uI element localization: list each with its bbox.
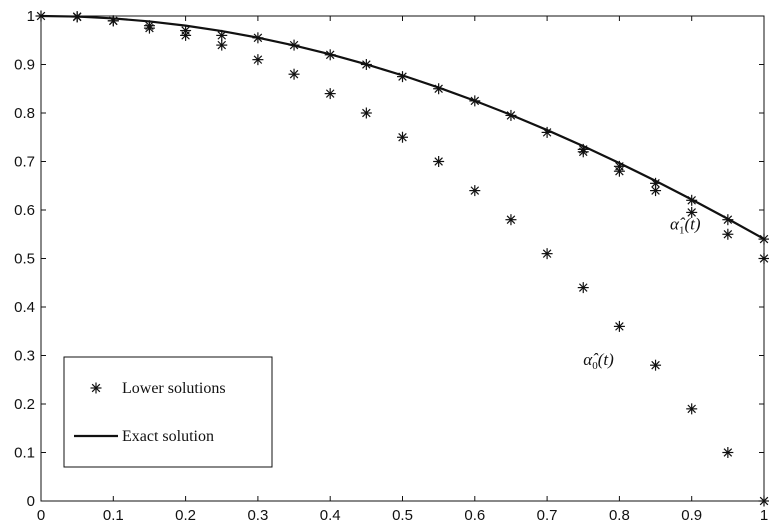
x-tick-label: 0.3 xyxy=(247,507,268,524)
data-point xyxy=(252,54,264,66)
data-point xyxy=(324,88,336,100)
data-point xyxy=(216,29,228,41)
legend-label: Lower solutions xyxy=(122,380,226,397)
series-0 xyxy=(40,14,765,240)
x-tick-label: 0.6 xyxy=(464,507,485,524)
series-3 xyxy=(577,146,769,264)
exact-solution-line xyxy=(40,14,765,240)
data-point xyxy=(288,39,300,51)
data-point xyxy=(577,282,589,294)
y-tick-label: 0.5 xyxy=(14,251,35,268)
x-tick-label: 0.1 xyxy=(103,507,124,524)
data-point xyxy=(541,248,553,260)
data-point xyxy=(397,131,408,143)
series-2 xyxy=(35,10,769,507)
annotation-label: α̂0(t) xyxy=(583,350,614,372)
x-axis-ticks: 0 0.1 0.2 0.3 0.4 0.5 0.6 0.7 0.8 0.9 1 xyxy=(37,16,768,524)
legend-box xyxy=(63,356,273,468)
x-tick-label: 0.2 xyxy=(175,507,196,524)
y-tick-label: 0.1 xyxy=(14,445,35,462)
data-point xyxy=(433,156,445,167)
series-layer xyxy=(35,10,769,507)
data-point xyxy=(650,359,662,371)
data-point xyxy=(360,59,372,70)
y-tick-label: 0.7 xyxy=(14,154,35,171)
data-point xyxy=(35,10,47,22)
y-tick-label: 0.6 xyxy=(14,202,35,219)
data-point xyxy=(180,29,192,41)
data-point xyxy=(324,49,336,61)
data-point xyxy=(360,107,372,119)
x-tick-label: 0.7 xyxy=(537,507,558,524)
data-point xyxy=(650,185,662,197)
legend-marker-asterisk xyxy=(90,382,102,394)
data-point xyxy=(722,228,734,240)
data-point xyxy=(758,495,769,507)
data-point xyxy=(107,15,119,27)
legend-label: Exact solution xyxy=(122,428,214,445)
data-point xyxy=(758,233,769,245)
y-tick-label: 0.2 xyxy=(14,396,35,413)
data-point xyxy=(505,109,517,121)
legend: Lower solutions Exact solution xyxy=(63,356,273,468)
x-tick-label: 1 xyxy=(760,507,768,524)
data-point xyxy=(686,403,698,415)
data-point xyxy=(577,146,589,158)
data-point xyxy=(505,214,517,226)
data-point xyxy=(722,447,734,458)
data-point xyxy=(686,206,698,218)
x-tick-label: 0 xyxy=(37,507,45,524)
data-point xyxy=(613,320,625,332)
y-tick-label: 0.4 xyxy=(14,299,35,316)
data-point xyxy=(71,11,83,23)
data-point xyxy=(143,22,155,34)
y-tick-label: 1 xyxy=(27,8,35,25)
y-tick-label: 0.9 xyxy=(14,57,35,74)
data-point xyxy=(397,71,408,83)
x-tick-label: 0.5 xyxy=(392,507,413,524)
data-point xyxy=(686,194,698,206)
x-tick-label: 0.4 xyxy=(320,507,341,524)
data-point xyxy=(433,83,445,95)
annotations: α̂1(t) α̂0(t) xyxy=(583,214,701,372)
y-tick-label: 0 xyxy=(27,493,35,510)
series-1 xyxy=(71,11,769,245)
x-tick-label: 0.8 xyxy=(609,507,630,524)
y-tick-label: 0.3 xyxy=(14,348,35,365)
y-tick-label: 0.8 xyxy=(14,105,35,122)
annotation-label: α̂1(t) xyxy=(670,214,701,236)
data-point xyxy=(613,165,625,177)
data-point xyxy=(216,39,228,51)
data-point xyxy=(469,185,481,197)
data-point xyxy=(469,95,481,107)
x-tick-label: 0.9 xyxy=(681,507,702,524)
data-point xyxy=(252,32,264,44)
data-point xyxy=(758,253,769,264)
data-point xyxy=(722,214,734,226)
data-point xyxy=(288,68,300,80)
data-point xyxy=(541,126,553,138)
